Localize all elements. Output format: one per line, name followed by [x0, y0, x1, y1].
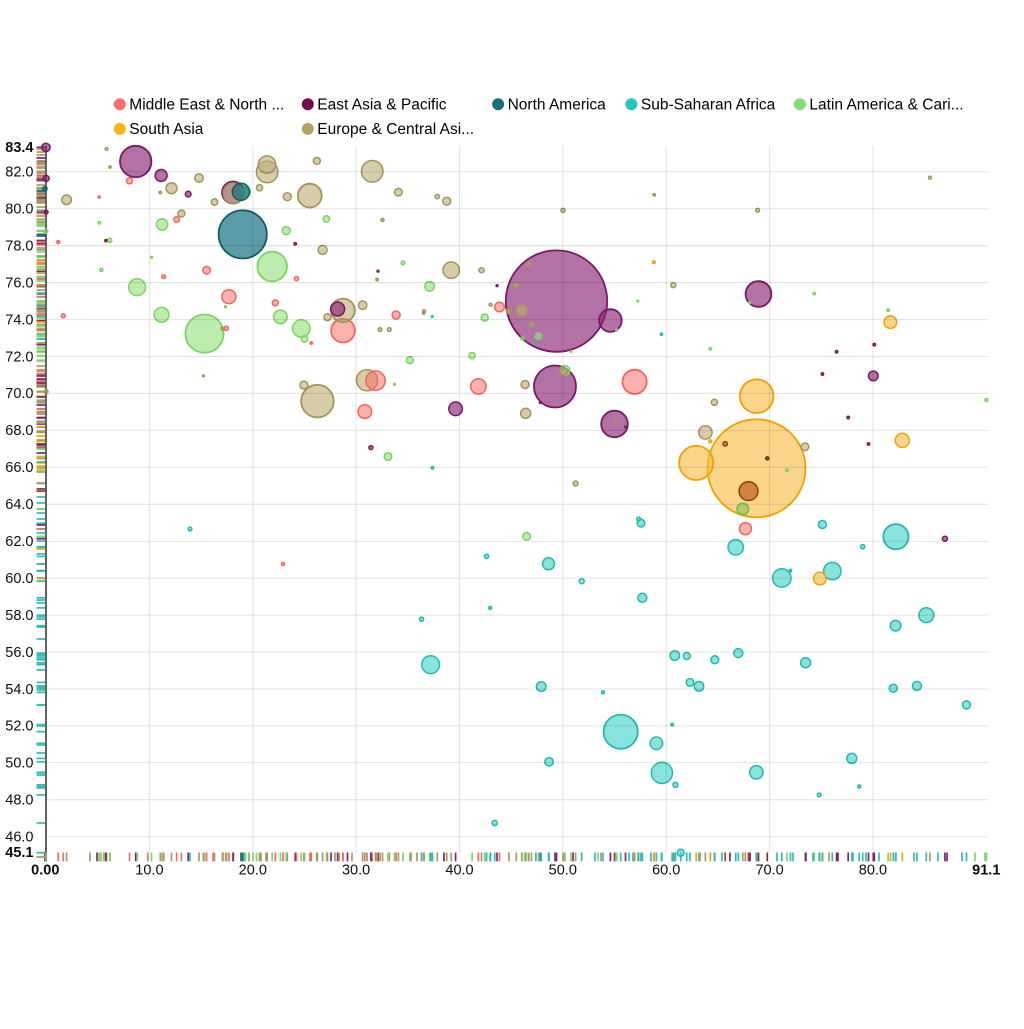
svg-text:78.0: 78.0	[5, 239, 33, 255]
svg-text:Latin America & Cari...: Latin America & Cari...	[809, 96, 963, 113]
svg-text:72.0: 72.0	[5, 349, 33, 365]
svg-text:62.0: 62.0	[5, 534, 33, 550]
svg-text:60.0: 60.0	[5, 571, 33, 587]
svg-text:52.0: 52.0	[5, 719, 33, 735]
svg-text:83.4: 83.4	[5, 140, 33, 156]
svg-text:70.0: 70.0	[755, 863, 783, 879]
svg-text:10.0: 10.0	[135, 863, 163, 879]
svg-text:60.0: 60.0	[652, 863, 680, 879]
svg-text:50.0: 50.0	[5, 756, 33, 772]
svg-text:58.0: 58.0	[5, 608, 33, 624]
svg-text:Sub-Saharan Africa: Sub-Saharan Africa	[641, 96, 776, 113]
svg-text:Europe & Central Asi...: Europe & Central Asi...	[317, 121, 474, 138]
svg-text:74.0: 74.0	[5, 312, 33, 328]
svg-text:70.0: 70.0	[5, 386, 33, 402]
svg-text:50.0: 50.0	[549, 863, 577, 879]
svg-text:56.0: 56.0	[5, 645, 33, 661]
svg-text:80.0: 80.0	[859, 863, 887, 879]
svg-text:66.0: 66.0	[5, 460, 33, 476]
svg-text:45.1: 45.1	[5, 845, 33, 861]
svg-text:54.0: 54.0	[5, 682, 33, 698]
svg-text:40.0: 40.0	[445, 863, 473, 879]
svg-text:91.1: 91.1	[972, 863, 1000, 879]
svg-text:64.0: 64.0	[5, 497, 33, 513]
svg-text:East Asia & Pacific: East Asia & Pacific	[317, 96, 446, 113]
svg-text:South Asia: South Asia	[129, 121, 203, 138]
svg-text:68.0: 68.0	[5, 423, 33, 439]
svg-text:76.0: 76.0	[5, 275, 33, 291]
svg-text:82.0: 82.0	[5, 165, 33, 181]
svg-text:46.0: 46.0	[5, 830, 33, 846]
svg-text:48.0: 48.0	[5, 793, 33, 809]
svg-text:North America: North America	[508, 96, 607, 113]
svg-text:20.0: 20.0	[239, 863, 267, 879]
svg-text:30.0: 30.0	[342, 863, 370, 879]
svg-text:80.0: 80.0	[5, 202, 33, 218]
svg-text:Middle East & North ...: Middle East & North ...	[129, 96, 284, 113]
svg-text:0.00: 0.00	[31, 863, 59, 879]
